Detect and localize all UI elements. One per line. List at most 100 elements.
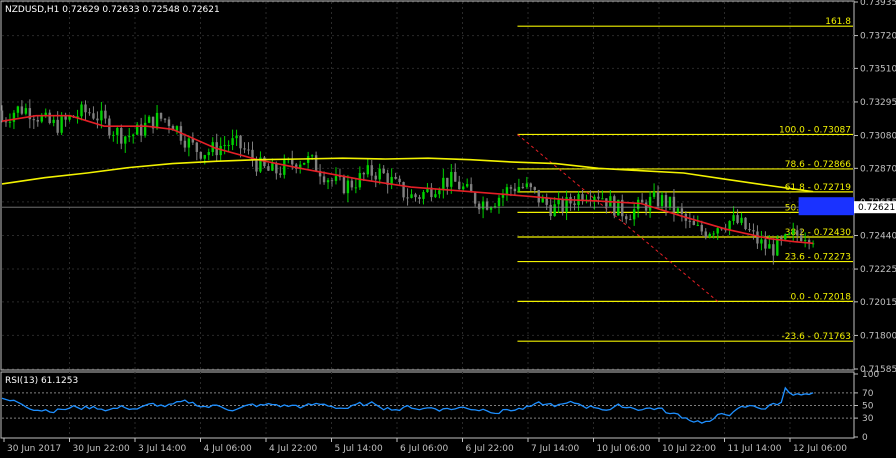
candle-body bbox=[159, 112, 163, 119]
candle-body bbox=[243, 148, 246, 150]
candle-body bbox=[784, 234, 787, 240]
candle-body bbox=[191, 138, 195, 143]
candle-body bbox=[92, 113, 95, 119]
candle-body bbox=[299, 164, 302, 169]
candle-body bbox=[255, 159, 258, 172]
rsi-title: RSI(13) 61.1253 bbox=[5, 376, 78, 386]
fib-trend-line bbox=[517, 134, 719, 302]
candle-body bbox=[414, 194, 417, 198]
candle-body bbox=[330, 180, 334, 182]
rsi-indicator bbox=[1, 386, 854, 424]
candle-body bbox=[68, 115, 71, 120]
candle-body bbox=[40, 115, 43, 122]
candle-body bbox=[279, 173, 282, 175]
candle-body bbox=[88, 112, 91, 114]
candle-body bbox=[792, 230, 795, 234]
candle-body bbox=[625, 216, 628, 220]
candle-body bbox=[354, 187, 358, 189]
symbol-header: NZDUSD,H1 0.72629 0.72633 0.72548 0.7262… bbox=[5, 5, 220, 15]
candle-body bbox=[430, 187, 433, 198]
candle-body bbox=[104, 110, 107, 119]
candle-body bbox=[712, 233, 715, 235]
candle-body bbox=[799, 235, 803, 242]
candle-body bbox=[135, 124, 139, 135]
candle-body bbox=[561, 199, 564, 212]
candle-body bbox=[120, 127, 123, 144]
candle-body bbox=[481, 201, 485, 210]
candle-body bbox=[617, 199, 620, 216]
candle-body bbox=[112, 134, 115, 136]
candle-body bbox=[390, 176, 393, 185]
time-tick-label: 5 Jul 14:00 bbox=[335, 444, 384, 454]
candle-body bbox=[163, 118, 167, 120]
moving-averages bbox=[1, 114, 814, 245]
candle-body bbox=[446, 177, 449, 187]
fib-level-label: 61.8 - 0.72719 bbox=[785, 183, 851, 193]
candle-body bbox=[664, 195, 668, 208]
candle-body bbox=[295, 164, 298, 169]
candle-body bbox=[605, 198, 608, 207]
candle-body bbox=[36, 120, 39, 122]
time-tick-label: 6 Jul 22:00 bbox=[466, 444, 515, 454]
candle-body bbox=[116, 127, 119, 135]
rsi-tick-label: 50 bbox=[862, 402, 874, 412]
candle-body bbox=[56, 119, 59, 133]
candle-body bbox=[422, 192, 425, 199]
price-tick-label: 0.72225 bbox=[860, 265, 896, 275]
candle-body bbox=[147, 116, 151, 123]
candle-body bbox=[4, 121, 8, 123]
candle-body bbox=[143, 122, 147, 136]
candle-body bbox=[497, 197, 501, 207]
candle-body bbox=[720, 228, 723, 230]
candle-body bbox=[458, 181, 461, 190]
candle-body bbox=[271, 163, 274, 171]
candle-body bbox=[398, 178, 401, 183]
candle-body bbox=[20, 106, 24, 114]
candle-body bbox=[151, 116, 155, 129]
candle-body bbox=[640, 199, 644, 203]
candle-body bbox=[44, 112, 47, 116]
price-tick-label: 0.71800 bbox=[860, 331, 896, 341]
fib-level-label: -23.6 - 0.71763 bbox=[782, 332, 851, 342]
candle-body bbox=[732, 215, 735, 221]
price-tick-label: 0.71585 bbox=[860, 365, 896, 375]
candle-body bbox=[124, 136, 127, 144]
candle-body bbox=[219, 145, 222, 156]
rsi-tick-label: 30 bbox=[862, 414, 874, 424]
candle-body bbox=[803, 240, 807, 242]
candle-body bbox=[0, 110, 4, 122]
fibonacci-retracement[interactable]: 161.8 100.0 - 0.73087 78.6 - 0.72866 61.8 -… bbox=[517, 17, 853, 342]
price-tick-label: 0.73720 bbox=[860, 32, 896, 42]
candle-body bbox=[636, 199, 640, 210]
candle-body bbox=[477, 203, 481, 210]
candle-body bbox=[501, 193, 505, 198]
candle-body bbox=[167, 119, 171, 126]
candle-body bbox=[203, 155, 206, 159]
candle-body bbox=[780, 237, 783, 240]
candle-body bbox=[314, 155, 318, 171]
candle-body bbox=[302, 162, 306, 165]
candle-body bbox=[207, 152, 210, 156]
current-price-highlight bbox=[798, 197, 854, 216]
candle-body bbox=[139, 124, 143, 136]
candle-body bbox=[350, 180, 354, 188]
candle-body bbox=[227, 144, 230, 146]
candle-body bbox=[231, 138, 234, 145]
candle-body bbox=[326, 180, 330, 183]
candle-body bbox=[465, 184, 469, 187]
rsi-line bbox=[1, 386, 814, 424]
candle-body bbox=[410, 194, 413, 198]
candle-body bbox=[597, 196, 600, 199]
candle-body bbox=[601, 198, 604, 200]
time-tick-label: 3 Jul 14:00 bbox=[138, 444, 187, 454]
moving-average-line bbox=[1, 114, 814, 245]
time-tick-label: 4 Jul 22:00 bbox=[269, 444, 318, 454]
candle-body bbox=[462, 186, 465, 190]
candle-body bbox=[573, 203, 576, 205]
candle-body bbox=[529, 183, 533, 188]
candle-body bbox=[756, 231, 759, 244]
candle-body bbox=[251, 149, 254, 160]
candle-body bbox=[52, 119, 55, 123]
candle-body bbox=[358, 173, 362, 188]
